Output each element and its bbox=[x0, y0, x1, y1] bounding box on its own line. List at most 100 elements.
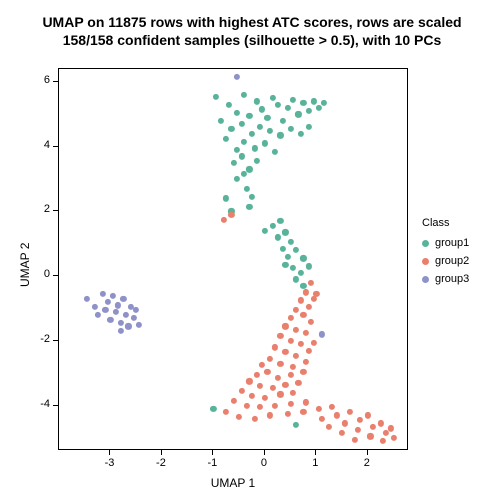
data-point bbox=[306, 108, 312, 114]
data-point bbox=[293, 307, 299, 313]
y-tick-label: 2 bbox=[44, 203, 50, 215]
plot-area bbox=[58, 68, 408, 450]
data-point bbox=[223, 195, 229, 201]
data-point bbox=[300, 255, 306, 261]
data-point bbox=[246, 203, 252, 209]
data-point bbox=[254, 158, 260, 164]
data-point bbox=[311, 98, 317, 104]
data-point bbox=[282, 229, 288, 235]
data-point bbox=[275, 102, 281, 108]
data-point bbox=[244, 403, 250, 409]
data-point bbox=[246, 113, 252, 119]
data-point bbox=[213, 93, 219, 99]
data-point bbox=[95, 312, 101, 318]
data-point bbox=[226, 102, 232, 108]
data-point bbox=[295, 380, 301, 386]
data-point bbox=[293, 276, 299, 282]
data-point bbox=[231, 160, 237, 166]
data-point bbox=[295, 111, 301, 117]
data-point bbox=[249, 393, 255, 399]
data-point bbox=[306, 263, 312, 269]
data-point bbox=[288, 126, 294, 132]
data-point bbox=[110, 293, 116, 299]
legend-label: group1 bbox=[435, 237, 469, 249]
data-point bbox=[239, 121, 245, 127]
data-point bbox=[290, 390, 296, 396]
data-point bbox=[267, 412, 273, 418]
data-point bbox=[264, 114, 270, 120]
data-point bbox=[277, 360, 283, 366]
y-tick bbox=[53, 81, 58, 82]
data-point bbox=[293, 327, 299, 333]
data-point bbox=[280, 246, 286, 252]
data-point bbox=[290, 97, 296, 103]
data-point bbox=[288, 401, 294, 407]
data-point bbox=[306, 124, 312, 130]
data-point bbox=[272, 344, 278, 350]
data-point bbox=[334, 412, 340, 418]
data-point bbox=[290, 265, 296, 271]
data-point bbox=[259, 106, 265, 112]
data-point bbox=[298, 270, 304, 276]
data-point bbox=[288, 239, 294, 245]
data-point bbox=[285, 105, 291, 111]
data-point bbox=[246, 166, 252, 172]
x-tick bbox=[161, 450, 162, 455]
data-point bbox=[282, 349, 288, 355]
y-tick-label: 0 bbox=[44, 268, 50, 280]
data-point bbox=[308, 280, 314, 286]
y-tick-label: 6 bbox=[44, 74, 50, 86]
data-point bbox=[257, 404, 263, 410]
data-point bbox=[241, 171, 247, 177]
y-tick bbox=[53, 340, 58, 341]
data-point bbox=[244, 186, 250, 192]
data-point bbox=[390, 435, 396, 441]
data-point bbox=[102, 307, 108, 313]
data-point bbox=[231, 398, 237, 404]
x-tick bbox=[212, 450, 213, 455]
data-point bbox=[262, 140, 268, 146]
data-point bbox=[262, 394, 268, 400]
data-point bbox=[249, 194, 255, 200]
data-point bbox=[131, 315, 137, 321]
data-point bbox=[270, 95, 276, 101]
data-point bbox=[254, 98, 260, 104]
data-point bbox=[339, 430, 345, 436]
data-point bbox=[228, 212, 234, 218]
data-point bbox=[318, 331, 324, 337]
data-point bbox=[264, 369, 270, 375]
x-tick bbox=[109, 450, 110, 455]
data-point bbox=[306, 348, 312, 354]
data-point bbox=[298, 341, 304, 347]
data-point bbox=[125, 323, 131, 329]
data-point bbox=[223, 409, 229, 415]
data-point bbox=[262, 228, 268, 234]
data-point bbox=[100, 291, 106, 297]
data-point bbox=[259, 362, 265, 368]
legend-item-group3: group3 bbox=[422, 273, 469, 285]
x-tick-label: -3 bbox=[99, 457, 119, 469]
data-point bbox=[115, 302, 121, 308]
chart-title-line2: 158/158 confident samples (silhouette > … bbox=[0, 32, 504, 48]
data-point bbox=[367, 433, 373, 439]
data-point bbox=[84, 296, 90, 302]
data-point bbox=[300, 409, 306, 415]
data-point bbox=[221, 216, 227, 222]
data-point bbox=[223, 136, 229, 142]
data-point bbox=[267, 356, 273, 362]
data-point bbox=[311, 339, 317, 345]
data-point bbox=[285, 411, 291, 417]
data-point bbox=[300, 100, 306, 106]
x-tick-label: 2 bbox=[357, 457, 377, 469]
data-point bbox=[133, 307, 139, 313]
x-tick-label: -2 bbox=[151, 457, 171, 469]
data-point bbox=[293, 352, 299, 358]
x-tick bbox=[367, 450, 368, 455]
data-point bbox=[352, 437, 358, 443]
data-point bbox=[277, 218, 283, 224]
data-point bbox=[303, 359, 309, 365]
y-tick bbox=[53, 210, 58, 211]
data-point bbox=[300, 312, 306, 318]
data-point bbox=[241, 139, 247, 145]
legend-dot-icon bbox=[422, 276, 429, 283]
